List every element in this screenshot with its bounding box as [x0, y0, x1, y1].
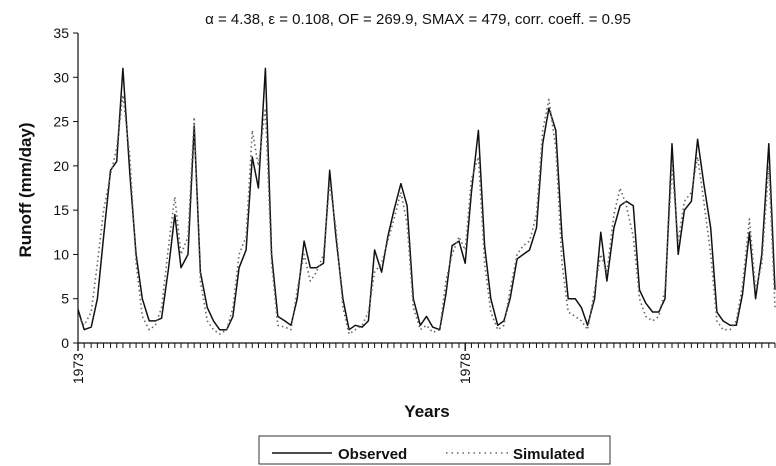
- observed-series-line: [77, 67, 776, 331]
- y-axis-label: Runoff (mm/day): [16, 122, 35, 257]
- y-tick-label: 0: [61, 335, 69, 351]
- x-tick-label: 1973: [70, 353, 86, 384]
- legend: Observed Simulated: [258, 435, 611, 465]
- y-tick-label: 35: [53, 25, 69, 41]
- y-tick-label: 15: [53, 202, 69, 218]
- series-layer: [77, 67, 776, 335]
- simulated-series-line: [77, 94, 776, 335]
- y-tick-label: 5: [61, 291, 69, 307]
- chart-title: α = 4.38, ε = 0.108, OF = 269.9, SMAX = …: [205, 11, 631, 28]
- legend-box: [258, 435, 611, 465]
- y-tick-label: 20: [53, 158, 69, 174]
- y-tick-label: 10: [53, 246, 69, 262]
- legend-observed-label: Observed: [338, 446, 407, 463]
- y-tick-label: 25: [53, 114, 69, 130]
- y-tick-label: 30: [53, 69, 69, 85]
- x-tick-label: 1978: [457, 353, 473, 384]
- y-axis-ticks: 0 5 10 15 20 25 30 35: [53, 25, 78, 351]
- x-axis-label: Years: [404, 402, 449, 421]
- legend-simulated-label: Simulated: [513, 446, 585, 463]
- x-axis-ticks: 1973 1978: [70, 343, 776, 384]
